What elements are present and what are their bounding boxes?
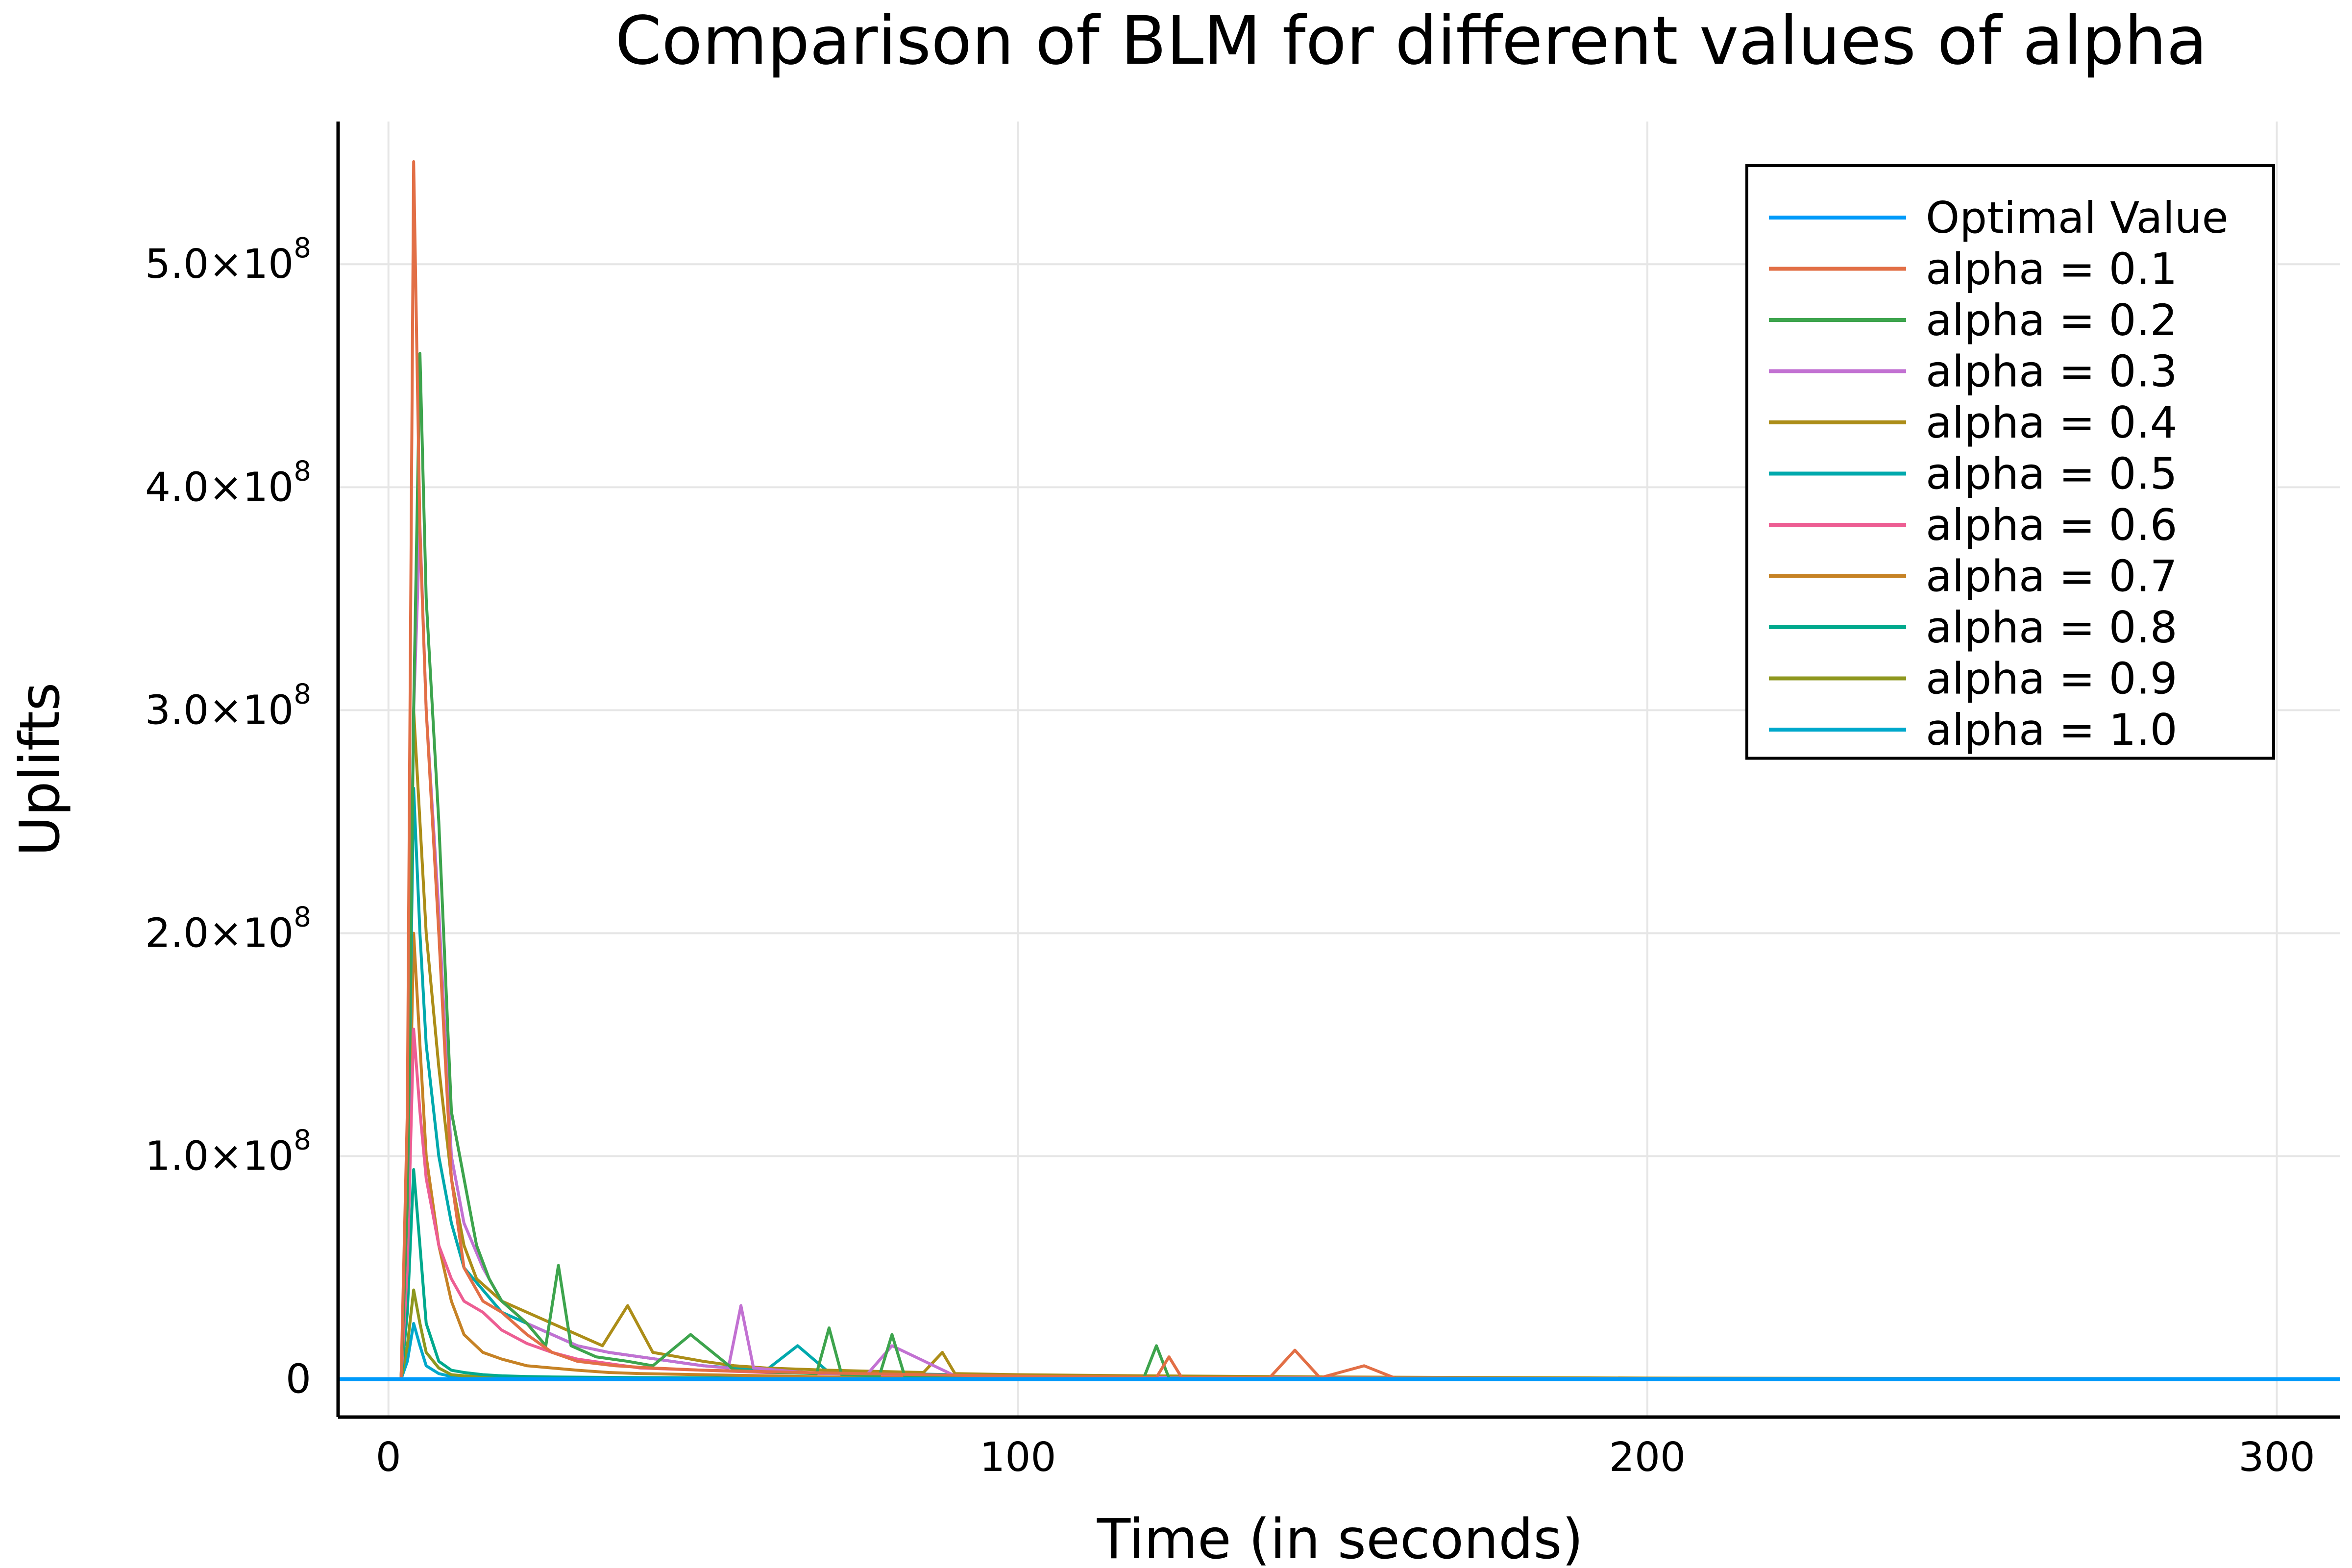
legend-entry-label: alpha = 0.7 — [1926, 551, 2178, 602]
x-axis-label: Time (in seconds) — [1097, 1508, 1584, 1568]
y-tick-mantissa: 5.0×10 — [145, 241, 294, 288]
tick-labels: 0 100 200 30001.0×1082.0×1083.0×1084.0×1085… — [145, 232, 2315, 1481]
legend-entry-label: Optimal Value — [1926, 193, 2229, 243]
chart-title: Comparison of BLM for different values o… — [615, 2, 2207, 80]
x-tick-label: 300 — [2238, 1434, 2315, 1481]
y-tick-mantissa: 4.0×10 — [145, 464, 294, 511]
legend-entry-label: alpha = 0.9 — [1926, 654, 2178, 704]
y-tick-mantissa: 1.0×10 — [145, 1133, 294, 1180]
y-tick-exponent: 8 — [294, 455, 311, 487]
y-tick-label: 2.0×108 — [145, 901, 311, 956]
legend-entry-label: alpha = 0.2 — [1926, 295, 2178, 345]
series-line-alpha-6 — [388, 1028, 2277, 1381]
series-line-alpha-9 — [388, 1288, 2277, 1381]
x-tick-label: 200 — [1609, 1434, 1686, 1481]
y-tick-mantissa: 0 — [286, 1356, 311, 1403]
y-tick-exponent: 8 — [294, 901, 311, 933]
x-tick-label: 0 — [376, 1434, 401, 1481]
legend-entry-label: alpha = 0.5 — [1926, 449, 2178, 499]
legend-entry-label: alpha = 0.1 — [1926, 244, 2178, 294]
series-line-alpha-8 — [388, 1168, 2277, 1381]
legend-entry-label: alpha = 0.8 — [1926, 602, 2178, 653]
y-tick-mantissa: 3.0×10 — [145, 687, 294, 734]
y-tick-label: 3.0×108 — [145, 678, 311, 734]
legend-box — [1745, 164, 2275, 760]
series-line-alpha-4 — [388, 709, 2277, 1381]
y-tick-label: 5.0×108 — [145, 232, 311, 288]
legend-entry-label: alpha = 0.4 — [1926, 397, 2178, 448]
legend-entry-label: alpha = 0.3 — [1926, 346, 2178, 397]
legend-entry-label: alpha = 1.0 — [1926, 705, 2178, 755]
y-tick-label: 1.0×108 — [145, 1125, 311, 1180]
series-line-alpha-1 — [388, 160, 2277, 1381]
y-tick-exponent: 8 — [294, 678, 311, 710]
y-tick-exponent: 8 — [294, 1125, 311, 1156]
y-axis-label: Uplifts — [8, 682, 72, 856]
series-line-alpha-5 — [388, 786, 2277, 1381]
axes — [336, 122, 2340, 1419]
y-tick-label: 0 — [286, 1356, 311, 1403]
legend-entry-label: alpha = 0.6 — [1926, 500, 2178, 550]
series-lines — [338, 160, 2340, 1381]
y-tick-label: 4.0×108 — [145, 455, 311, 511]
x-tick-label: 100 — [980, 1434, 1056, 1481]
y-tick-mantissa: 2.0×10 — [145, 910, 294, 956]
y-tick-exponent: 8 — [294, 232, 311, 264]
